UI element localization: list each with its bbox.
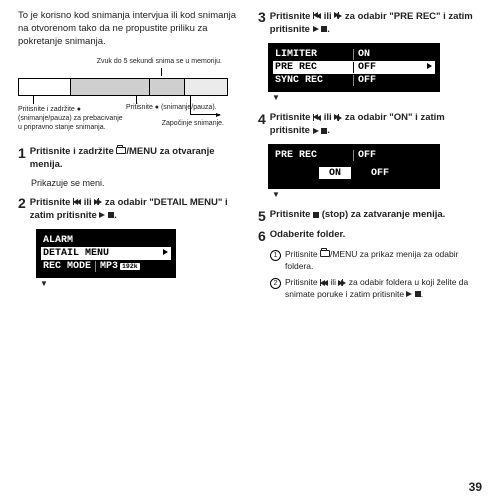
step-6: 6 Odaberite folder. [258, 229, 482, 243]
diagram-label-mid: Pritisnite ● (snimanje/pauza). [126, 104, 217, 111]
diagram-label-top: Zvuk do 5 sekundi snima se u memoriju. [97, 58, 222, 65]
folder-icon [320, 250, 330, 257]
step-3: 3 Pritisnite ili za odabir "PRE REC" i z… [258, 10, 482, 37]
step-6-2: 2 Pritisnite ili za odabir foldera u koj… [270, 277, 482, 300]
intro-text: To je korisno kod snimanja intervjua ili… [18, 10, 242, 48]
play-icon [406, 291, 412, 297]
timing-diagram: Zvuk do 5 sekundi snima se u memoriju. P… [18, 58, 242, 136]
folder-icon [116, 147, 126, 154]
step-1: 1 Pritisnite i zadržite /MENU za otvaran… [18, 146, 242, 172]
diagram-label-bl: Pritisnite i zadržite ● (snimanje/pauza)… [18, 106, 123, 132]
lcd-on-off: PRE RECOFF ON OFF ▼ [268, 144, 440, 199]
play-icon [313, 26, 319, 32]
lcd-pre-rec: LIMITERON PRE RECOFF SYNC RECOFF ▼ [268, 43, 440, 102]
play-icon [99, 212, 105, 218]
step-5: 5 Pritisnite (stop) za zatvaranje menija… [258, 209, 482, 223]
play-icon [313, 128, 319, 134]
step-4: 4 Pritisnite ili za odabir "ON" i zatim … [258, 112, 482, 139]
step-1-sub: Prikazuje se meni. [31, 178, 242, 188]
diagram-label-br: Započinje snimanje. [162, 120, 224, 127]
page-number: 39 [469, 480, 482, 494]
lcd-detail-menu: ALARM DETAIL MENU REC MODEMP3192k ▼ [36, 229, 176, 288]
step-2: 2 Pritisnite ili za odabir "DETAIL MENU"… [18, 196, 242, 223]
step-6-1: 1 Pritisnite /MENU za prikaz menija za o… [270, 249, 482, 272]
